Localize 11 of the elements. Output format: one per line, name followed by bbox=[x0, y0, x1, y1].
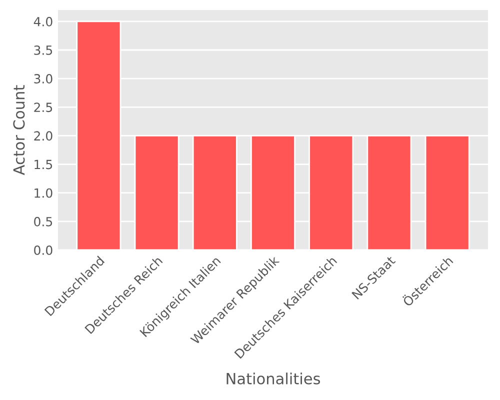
y-tick-label: 2.5 bbox=[34, 102, 52, 112]
y-tick-label: 0.0 bbox=[34, 245, 52, 255]
y-tick-label: 3.0 bbox=[34, 74, 52, 84]
y-tick-label: 0.5 bbox=[34, 216, 52, 226]
y-tick-label: 4.0 bbox=[34, 16, 52, 26]
y-tick-label: 3.5 bbox=[34, 45, 52, 55]
y-tick-label: 1.0 bbox=[34, 188, 52, 198]
y-axis-title: Actor Count bbox=[13, 85, 25, 176]
x-axis-title: Nationalities bbox=[226, 372, 320, 384]
y-tick-label: 1.5 bbox=[34, 160, 52, 170]
y-tick-label: 2.0 bbox=[34, 131, 52, 141]
